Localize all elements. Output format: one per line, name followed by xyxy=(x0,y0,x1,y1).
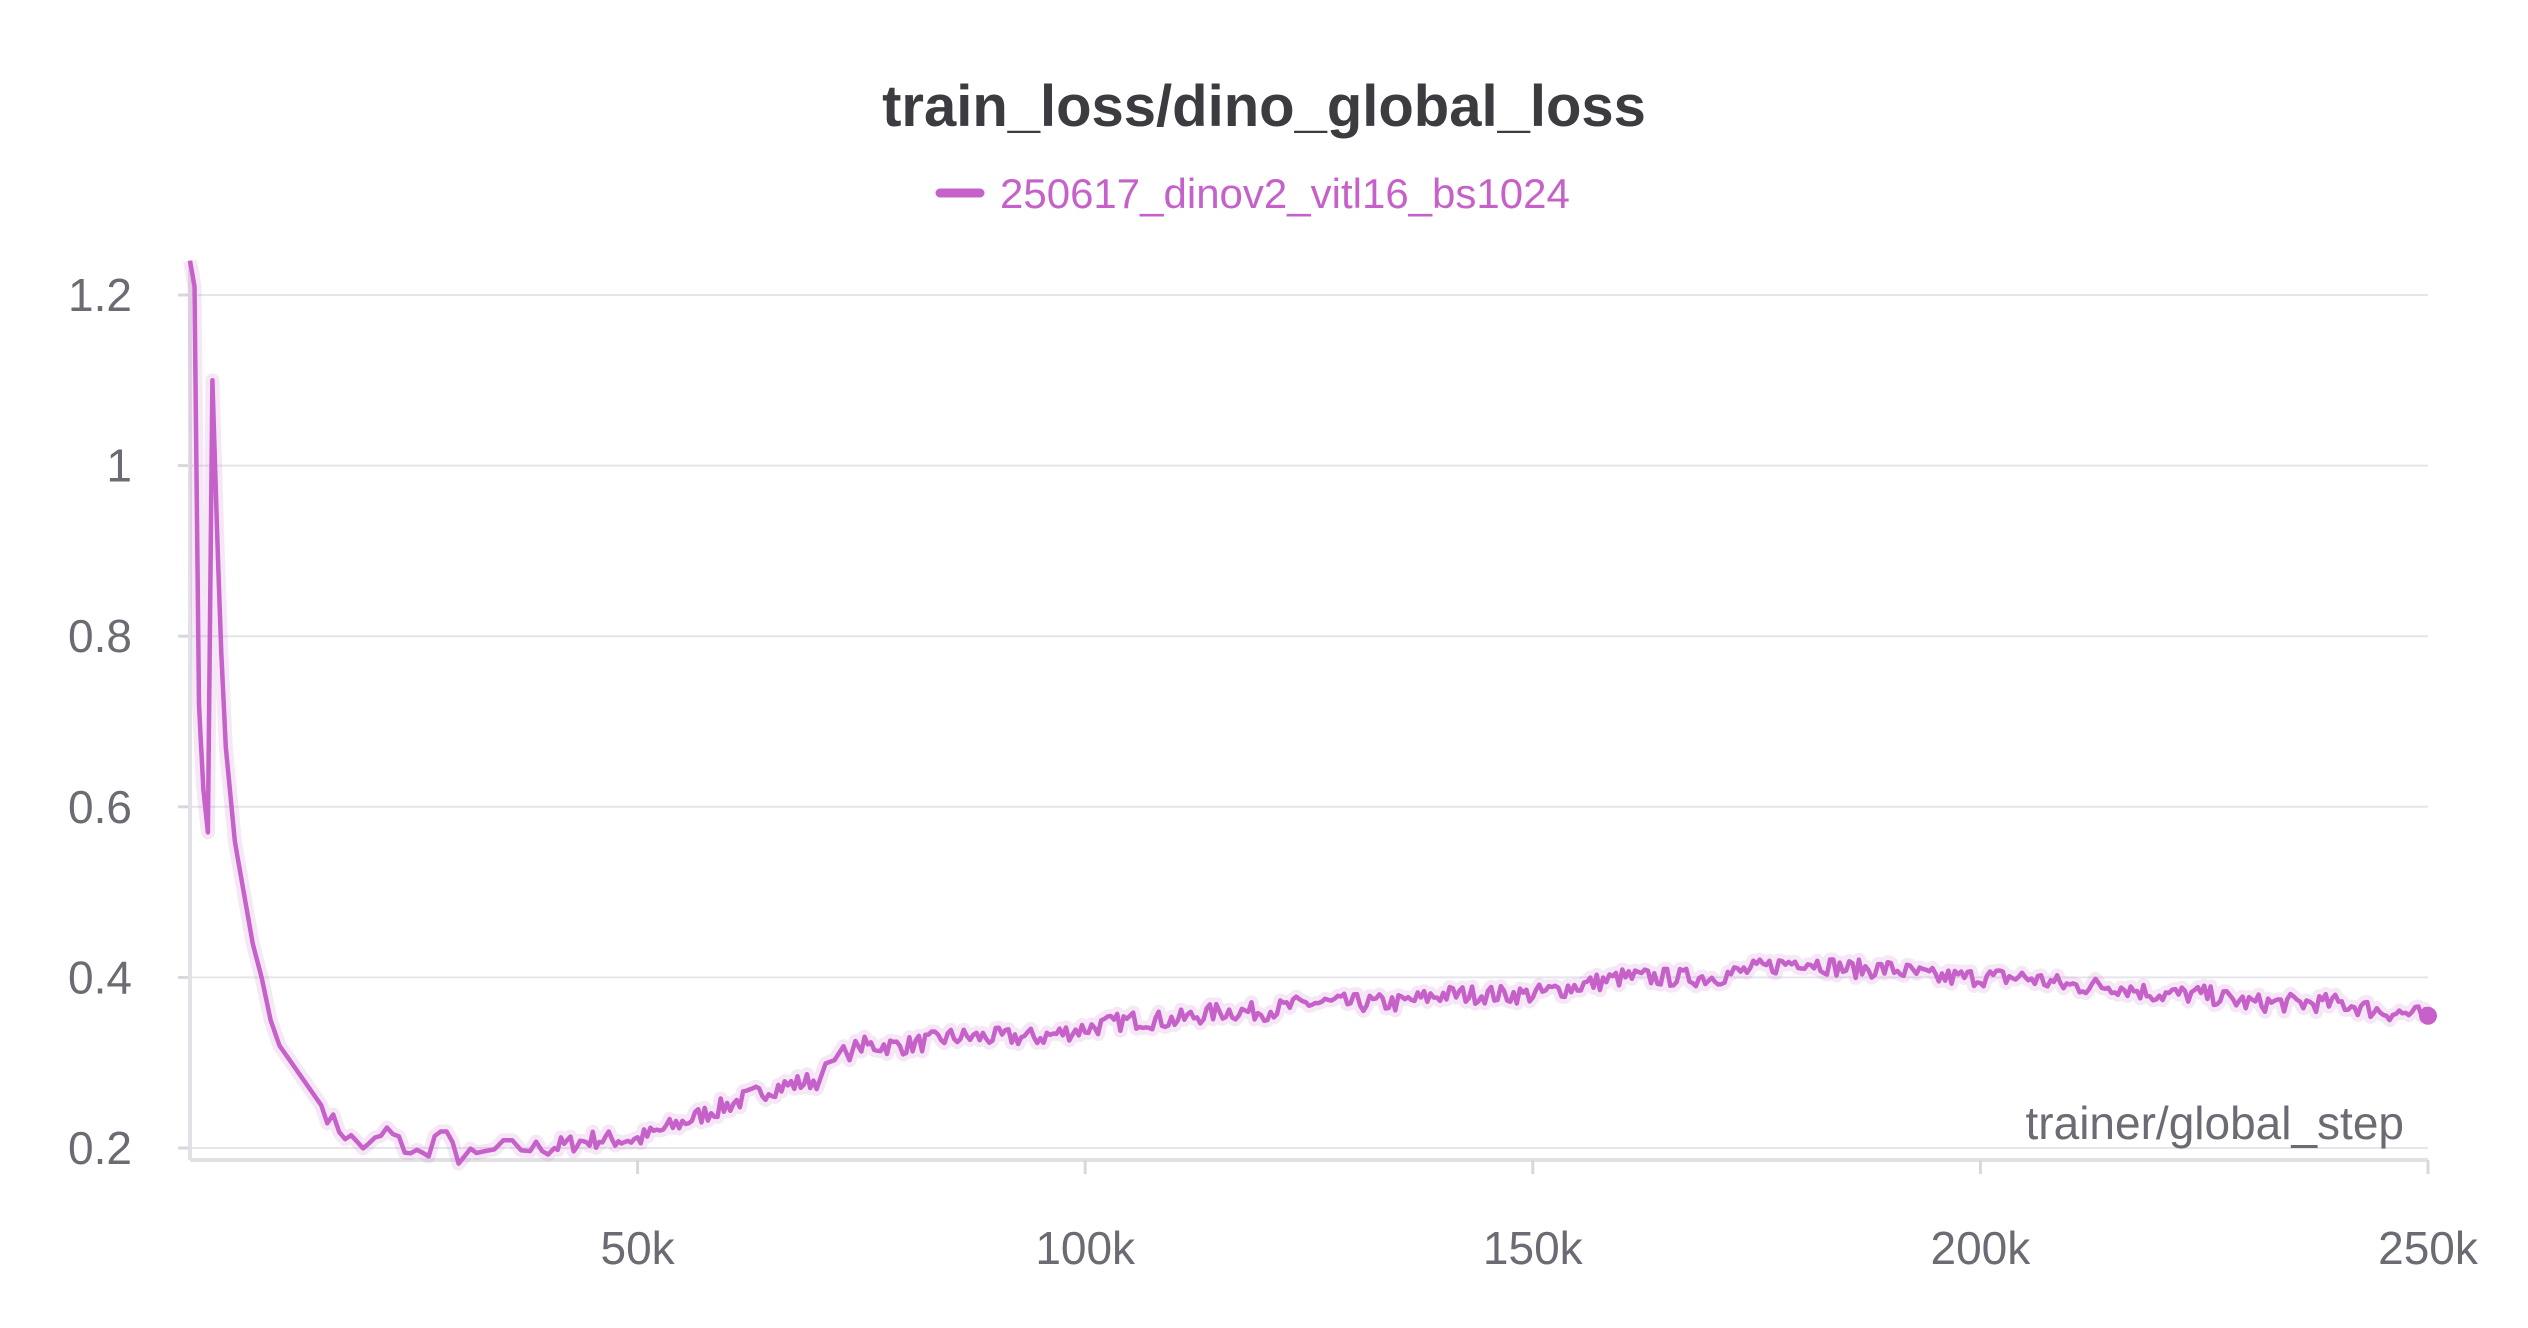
x-tick-label: 200k xyxy=(1931,1222,2032,1274)
y-tick-label: 0.2 xyxy=(68,1122,132,1174)
legend-entry-label: 250617_dinov2_vitl16_bs1024 xyxy=(1000,170,1570,217)
series-line[interactable] xyxy=(187,260,2431,1166)
x-tick-label: 50k xyxy=(601,1222,676,1274)
x-axis: 50k 100k 150k 200k 250k xyxy=(190,1158,2479,1274)
x-tick-label: 100k xyxy=(1035,1222,1136,1274)
chart-title: train_loss/dino_global_loss xyxy=(882,74,1646,139)
plot-area[interactable] xyxy=(183,259,2437,1171)
y-tick-label: 1 xyxy=(106,440,132,492)
y-tick-label: 0.6 xyxy=(68,781,132,833)
x-tick-label: 250k xyxy=(2378,1222,2479,1274)
gridlines xyxy=(190,294,2428,1149)
legend[interactable]: 250617_dinov2_vitl16_bs1024 xyxy=(935,170,1570,217)
x-axis-label: trainer/global_step xyxy=(2026,1097,2404,1149)
series-band xyxy=(183,259,2435,1171)
series-endpoint[interactable] xyxy=(2419,1006,2437,1025)
y-tick-label: 0.4 xyxy=(68,951,132,1003)
x-tick-label: 150k xyxy=(1483,1222,1584,1274)
y-tick-label: 1.2 xyxy=(68,269,132,321)
y-axis: 0.2 0.4 0.6 0.8 1 1.2 xyxy=(68,260,192,1174)
y-tick-label: 0.8 xyxy=(68,610,132,662)
